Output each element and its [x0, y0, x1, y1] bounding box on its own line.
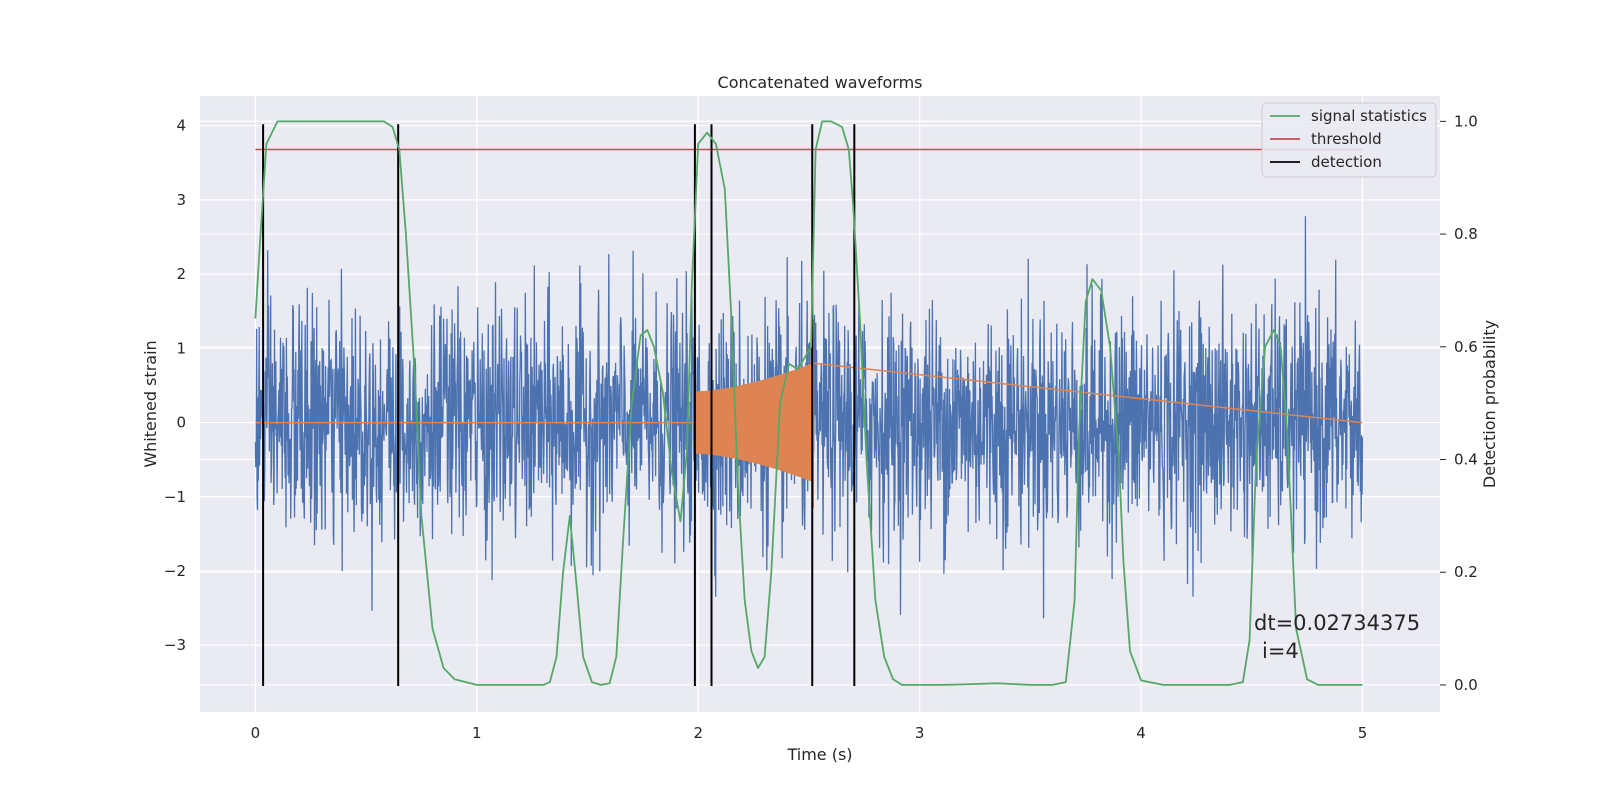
- x-tick-label: 3: [915, 724, 925, 742]
- y-tick-label: −1: [164, 488, 186, 506]
- x-tick-label: 1: [472, 724, 482, 742]
- y-tick-label: 2: [176, 265, 186, 283]
- y-tick-label: 1: [176, 339, 186, 357]
- chart-title: Concatenated waveforms: [718, 73, 923, 92]
- y-right-tick-label: 0.8: [1454, 225, 1478, 243]
- x-tick-label: 4: [1136, 724, 1146, 742]
- legend-label-signal-statistics: signal statistics: [1311, 107, 1427, 125]
- injected-waveform-line: [255, 318, 1363, 508]
- legend: signal statistics threshold detection: [1261, 102, 1437, 178]
- y-tick-label: 0: [176, 414, 186, 432]
- y-tick-label: 3: [176, 191, 186, 209]
- series-group: [254, 120, 1364, 687]
- legend-box: [1261, 102, 1437, 178]
- y-right-axis-label: Detection probability: [1480, 320, 1499, 488]
- y-right-tick-label: 0.2: [1454, 563, 1478, 581]
- legend-label-detection: detection: [1311, 153, 1382, 171]
- x-ticks: 0 1 2 3 4 5: [251, 724, 1368, 742]
- y-right-tick-label: 1.0: [1454, 112, 1478, 130]
- legend-label-threshold: threshold: [1311, 130, 1382, 148]
- x-axis-label: Time (s): [786, 745, 852, 764]
- x-tick-label: 0: [251, 724, 261, 742]
- y-right-ticks: 0.0 0.2 0.4 0.6 0.8 1.0: [1440, 112, 1478, 694]
- y-right-tick-label: 0.4: [1454, 451, 1478, 469]
- strain-series-line: [254, 216, 1364, 619]
- annotation-index: i=4: [1262, 639, 1299, 663]
- x-tick-label: 2: [693, 724, 703, 742]
- y-tick-label: −2: [164, 562, 186, 580]
- annotation-dt: dt=0.02734375: [1254, 611, 1420, 635]
- y-tick-label: 4: [176, 117, 186, 135]
- signal-statistics-line: [254, 120, 1363, 686]
- y-ticks: −3 −2 −1 0 1 2 3 4: [164, 117, 186, 655]
- y-right-tick-label: 0.0: [1454, 676, 1478, 694]
- x-tick-label: 5: [1358, 724, 1368, 742]
- y-right-tick-label: 0.6: [1454, 338, 1478, 356]
- y-axis-label: Whitened strain: [141, 340, 160, 467]
- y-tick-label: −3: [164, 636, 186, 654]
